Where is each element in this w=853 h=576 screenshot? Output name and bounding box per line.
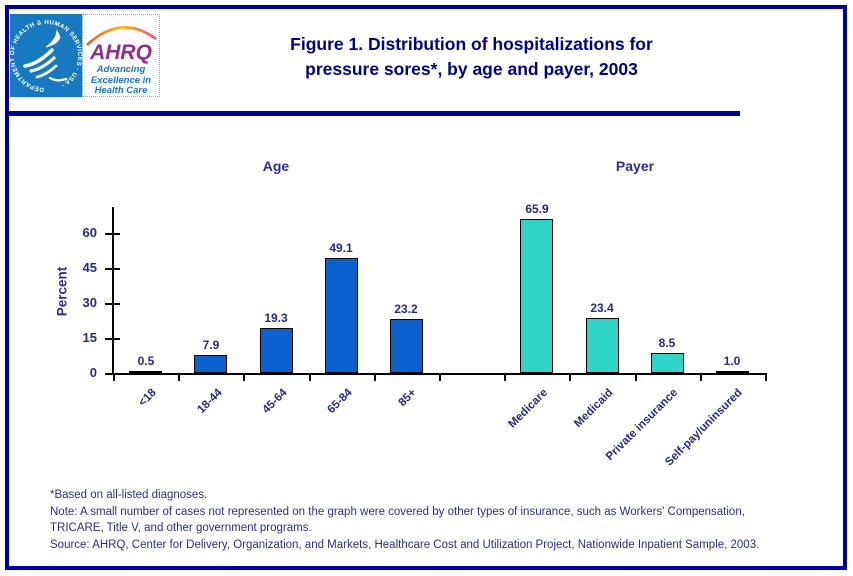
y-tick-label: 60: [82, 225, 97, 240]
bar-18: [129, 371, 162, 373]
bar-value-label-private-insurance: 8.5: [658, 336, 676, 350]
bar-value-label-18: 0.5: [137, 354, 155, 368]
y-tick: [105, 373, 120, 375]
tagline-line: Health Care: [94, 85, 148, 96]
y-tick-label: 0: [89, 365, 97, 380]
y-tick: [105, 338, 120, 340]
x-category-label-medicaid: Medicaid: [571, 386, 616, 431]
bar-85: [390, 319, 423, 373]
footnote-source: Source: AHRQ, Center for Delivery, Organ…: [50, 538, 760, 551]
x-tick: [504, 373, 506, 381]
x-tick: [178, 373, 180, 381]
bar-self-pay-uninsured: [716, 371, 749, 373]
x-tick: [569, 373, 571, 381]
figure-title: Figure 1. Distribution of hospitalizatio…: [130, 32, 813, 82]
bar-value-label-18-44: 7.9: [202, 338, 220, 352]
x-tick: [243, 373, 245, 381]
y-axis-title: Percent: [54, 266, 70, 317]
y-tick-label: 15: [82, 330, 97, 345]
ahrq-hhs-logo: DEPARTMENT OF HEALTH & HUMAN SERVICES · …: [10, 14, 160, 97]
y-tick-label: 45: [82, 260, 97, 275]
x-tick: [765, 373, 767, 381]
figure-title-line2: pressure sores*, by age and payer, 2003: [305, 59, 638, 79]
footnotes: *Based on all-listed diagnoses. Note: A …: [50, 488, 762, 555]
y-axis-line: [112, 207, 114, 375]
bar-value-label-45-64: 19.3: [264, 311, 288, 325]
x-tick: [635, 373, 637, 381]
bar-value-label-medicaid: 23.4: [590, 301, 614, 315]
tagline-line: Excellence in: [90, 74, 152, 86]
bar-value-label-medicare: 65.9: [525, 202, 549, 216]
y-tick: [105, 303, 120, 305]
x-category-label-medicare: Medicare: [506, 386, 551, 431]
x-tick: [700, 373, 702, 381]
ahrq-logo: AHRQ Advancing Excellence in Health Care: [82, 14, 160, 97]
bar-medicare: [520, 219, 553, 373]
group-title-age: Age: [262, 158, 290, 174]
footnote-diagnoses: *Based on all-listed diagnoses.: [50, 489, 208, 501]
tagline-line: Advancing: [96, 64, 146, 75]
figure-title-line1: Figure 1. Distribution of hospitalizatio…: [290, 34, 653, 54]
y-tick-label: 30: [82, 295, 97, 310]
bar-value-label-65-84: 49.1: [329, 241, 353, 255]
bar-18-44: [194, 355, 227, 373]
x-category-label-85: 85+: [396, 386, 420, 410]
x-category-label-18-44: 18-44: [194, 386, 225, 417]
hhs-seal-icon: DEPARTMENT OF HEALTH & HUMAN SERVICES · …: [10, 14, 82, 97]
y-tick: [105, 268, 120, 270]
x-tick: [374, 373, 376, 381]
bar-45-64: [260, 328, 293, 373]
bar-value-label-85: 23.2: [394, 302, 418, 316]
x-category-label-65-84: 65-84: [324, 386, 355, 417]
x-category-label-18: <18: [136, 386, 160, 410]
bar-value-label-self-pay-uninsured: 1.0: [723, 354, 741, 368]
rainbow-arc-icon: [86, 26, 157, 46]
x-tick: [309, 373, 311, 381]
header-divider: [5, 111, 740, 116]
bar-medicaid: [586, 318, 619, 373]
ahrq-tagline: Advancing Excellence in Health Care: [83, 64, 159, 97]
x-tick: [113, 373, 115, 381]
y-tick: [105, 233, 120, 235]
bar-chart: Percent 0 15 30 45 60 0.5 <18 7.9 18-44 19.3 45-64…: [0, 120, 853, 495]
group-title-payer: Payer: [615, 158, 655, 174]
x-category-label-private-insurance: Private insurance: [603, 386, 681, 464]
footnote-note: Note: A small number of cases not repres…: [50, 506, 745, 534]
x-tick: [439, 373, 441, 381]
bar-private-insurance: [651, 353, 684, 373]
ahrq-wordmark: AHRQ: [90, 41, 152, 64]
bar-65-84: [325, 258, 358, 373]
x-category-label-45-64: 45-64: [259, 386, 290, 417]
